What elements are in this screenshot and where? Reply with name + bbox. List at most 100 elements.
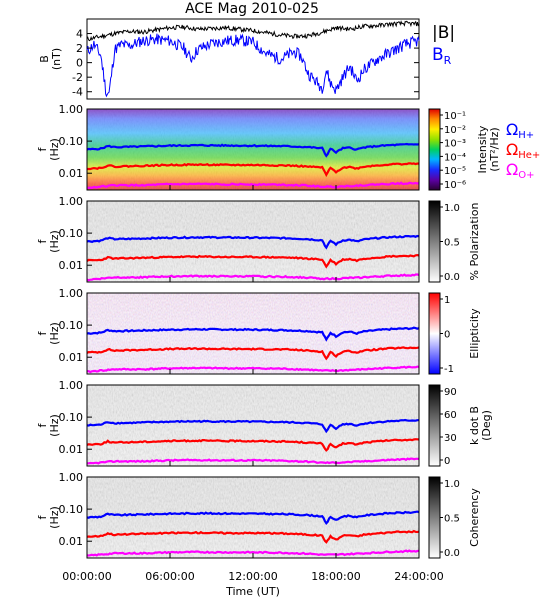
spectrogram-texture [87, 201, 419, 282]
colorbar-tick-label: 0.0 [444, 548, 460, 559]
x-tick-label: 12:00:00 [228, 570, 277, 583]
y-axis-label-text: f [36, 330, 49, 335]
colorbar-tick-label: 10⁻¹ [444, 111, 466, 122]
y-axis-unit-text: (Hz) [48, 506, 61, 529]
legend-subscript: He+ [518, 150, 540, 161]
x-tick-label: 24:00:00 [394, 570, 443, 583]
colorbar-tick-label: 10⁻⁶ [444, 180, 466, 191]
cyclotron-line-h [86, 418, 419, 434]
colorbar-tick-label: 60 [444, 410, 457, 421]
y-axis-label: f (Hz) [36, 506, 61, 529]
spectral-panel-3: 1.00 0.10 0.01 f (Hz) 1 0 -1 Ellipticity [36, 287, 481, 375]
cyclotron-line-he [86, 346, 420, 361]
colorbar-tick-label: 10⁻⁵ [444, 166, 466, 177]
legend-cyclotron-o: ΩO+ [506, 160, 534, 181]
y-axis-label: f (Hz) [36, 414, 61, 437]
y-axis-label-text: B [38, 55, 51, 63]
colorbar-label-text: Intensity [476, 125, 489, 173]
colorbar-tick-label: 10⁻⁴ [444, 152, 466, 163]
y-axis-label: f (Hz) [36, 230, 61, 253]
cyclotron-line-h [86, 234, 420, 250]
spectrogram-texture [87, 109, 419, 190]
legend-cyclotron-h: ΩH+ [506, 120, 534, 141]
y-tick-label: -2 [72, 71, 83, 84]
y-tick-label: 0.01 [59, 351, 84, 364]
spectral-panel-1: 1.00 0.10 0.01 f (Hz) 10⁻¹ 10⁻² 10⁻³ 10⁻⁴ 10⁻⁵ 10⁻… [36, 103, 540, 191]
colorbar [428, 476, 441, 559]
y-tick-label: 4 [76, 28, 83, 41]
y-axis-label-text: f [36, 422, 49, 427]
colorbar-tick-label: 30 [444, 433, 457, 444]
colorbar-tick-label: 0.0 [444, 272, 460, 283]
colorbar-tick-label: 0 [444, 330, 450, 341]
y-tick-label: 0.01 [59, 167, 84, 180]
colorbar-tick-label: 0.5 [444, 238, 460, 249]
y-tick-label: 1.00 [59, 195, 84, 208]
series-line-b-radial [86, 33, 420, 98]
cyclotron-line-he [86, 438, 420, 452]
colorbar-tick-label: 1 [444, 295, 450, 306]
chart-title: ACE Mag 2010-025 [185, 1, 319, 17]
legend-subscript: R [444, 54, 452, 67]
field-panel: 420-2-4B (nT)|B|BR [38, 18, 455, 100]
y-tick-label: 0 [76, 57, 83, 70]
x-tick-label: 18:00:00 [311, 570, 360, 583]
y-tick-label: 0.01 [59, 443, 84, 456]
cyclotron-line-he [86, 253, 420, 269]
spectral-panels: 1.000.100.01f (Hz)10⁻¹10⁻²10⁻³10⁻⁴10⁻⁵10⁻… [36, 103, 540, 559]
y-axis-unit-text: (nT) [50, 48, 63, 70]
cyclotron-line-he [86, 529, 420, 544]
colorbar [428, 108, 441, 191]
cyclotron-line-o [86, 273, 420, 282]
y-tick-label: 0.01 [59, 535, 84, 548]
y-tick-label: 1.00 [59, 379, 84, 392]
y-tick-label: 1.00 [59, 287, 84, 300]
colorbar [428, 200, 441, 283]
colorbar-label-text: Coherency [468, 488, 481, 547]
cyclotron-line-o [86, 549, 420, 557]
y-axis-unit-text: (Hz) [48, 138, 61, 161]
y-axis-unit-text: (Hz) [48, 322, 61, 345]
colorbar-label: k dot B (Deg) [468, 406, 493, 445]
y-axis-label-text: f [36, 238, 49, 243]
colorbar-tick-label: 90 [444, 387, 457, 398]
colorbar [428, 384, 441, 467]
colorbar-tick-label: 10⁻² [444, 125, 466, 136]
y-tick-label: 0.10 [59, 411, 84, 424]
time-axis: 00:00:00 06:00:00 12:00:00 18:00:00 24:00:00… [62, 570, 443, 598]
colorbar-tick-label: -1 [444, 364, 454, 375]
series-line-b-magnitude [86, 20, 420, 42]
y-axis-label-text: f [36, 514, 49, 519]
colorbar-label-text: k dot B [468, 406, 481, 445]
colorbar-tick-label: 0 [444, 456, 450, 467]
colorbar-tick-label: 1.0 [444, 479, 460, 490]
colorbar-label-text: Ellipticity [468, 308, 481, 359]
cyclotron-line-h [86, 142, 420, 158]
legend-subscript: H+ [518, 130, 534, 141]
y-tick-label: 0.10 [59, 503, 84, 516]
y-axis-label: B (nT) [38, 48, 63, 70]
cyclotron-line-he [87, 162, 420, 178]
colorbar-label: Coherency [468, 488, 481, 547]
colorbar-unit-text: (Deg) [480, 410, 493, 441]
cyclotron-line-h [86, 326, 420, 342]
colorbar-unit-text: (nT²/Hz) [488, 127, 501, 171]
spectral-panel-5: 1.00 0.10 0.01 f (Hz) 1.0 0.5 0.0 Coherency [36, 471, 481, 559]
y-axis-label: f (Hz) [36, 322, 61, 345]
y-axis-label-text: f [36, 146, 49, 151]
colorbar-label: Intensity (nT²/Hz) [476, 125, 501, 173]
colorbar-tick-label: 0.5 [444, 514, 460, 525]
cyclotron-line-o [86, 457, 420, 465]
colorbar-tick-label: 10⁻³ [444, 139, 466, 150]
cyclotron-line-o [86, 365, 420, 374]
y-axis-unit-text: (Hz) [48, 414, 61, 437]
colorbar-label: Ellipticity [468, 308, 481, 359]
y-tick-label: 0.10 [59, 319, 84, 332]
cyclotron-line-o [86, 181, 420, 190]
colorbar-tick-label: 1.0 [444, 203, 460, 214]
spectral-panel-2: 1.00 0.10 0.01 f (Hz) 1.0 0.5 0.0 % Polarization [36, 195, 481, 283]
spectral-panel-4: 1.00 0.10 0.01 f (Hz) 90 60 30 0 k dot B (Deg) [36, 379, 493, 467]
colorbar-label-text: % Polarization [468, 203, 481, 281]
y-axis-label: f (Hz) [36, 138, 61, 161]
